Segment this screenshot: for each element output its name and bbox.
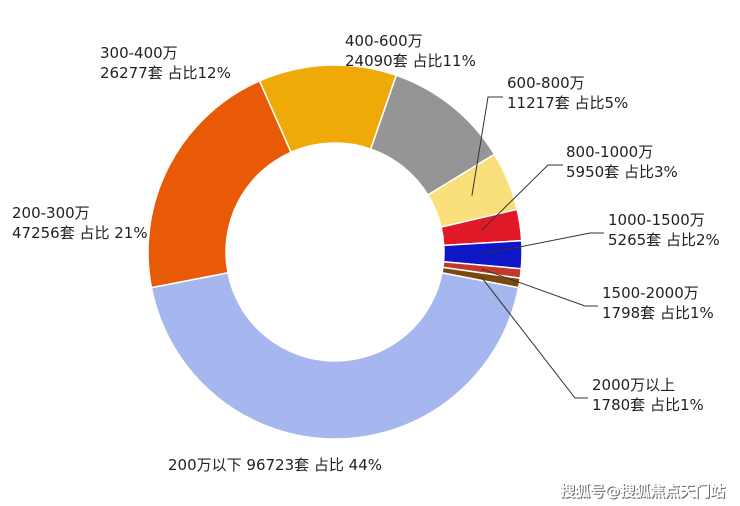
chart-labels: 200万以下 96723套 占比 44% 200-300万 47256套 占比 21… xyxy=(12,32,720,474)
slice-label-2-line1: 200-300万 xyxy=(12,204,90,222)
slice-label-4-line1: 400-600万 xyxy=(345,32,423,50)
slice-2 xyxy=(147,79,293,289)
slice-label-5-line1: 600-800万 xyxy=(507,74,585,92)
slice-label-6-line1: 800-1000万 xyxy=(566,143,653,161)
slice-label-4-line2: 24090套 占比11% xyxy=(345,52,476,70)
slice-1 xyxy=(150,271,520,440)
slice-label-1-line1: 200万以下 96723套 占比 44% xyxy=(168,456,382,474)
slice-9 xyxy=(441,266,521,289)
leader-lines xyxy=(471,96,604,399)
slice-label-9-line1: 2000万以上 xyxy=(592,376,675,394)
slice-label-6-line2: 5950套 占比3% xyxy=(566,163,678,181)
slice-label-7-line1: 1000-1500万 xyxy=(608,211,705,229)
slice-label-8-line2: 1798套 占比1% xyxy=(602,304,714,322)
slice-label-7-line2: 5265套 占比2% xyxy=(608,231,720,249)
slice-label-5-line2: 11217套 占比5% xyxy=(507,94,628,112)
slice-label-8-line1: 1500-2000万 xyxy=(602,284,699,302)
leader-line-7 xyxy=(482,232,604,255)
leader-line-5 xyxy=(471,96,503,196)
slice-label-3-line2: 26277套 占比12% xyxy=(100,64,231,82)
slice-label-9-line2: 1780套 占比1% xyxy=(592,396,704,414)
watermark: 搜狐号@搜狐焦点天门站 xyxy=(560,482,725,500)
leader-line-8 xyxy=(481,268,598,307)
watermark-shadow: 搜狐号@搜狐焦点天门站 xyxy=(561,483,726,501)
slice-label-2-line2: 47256套 占比 21% xyxy=(12,224,148,242)
leader-line-6 xyxy=(481,164,563,231)
slice-label-3-line1: 300-400万 xyxy=(100,44,178,62)
leader-line-9 xyxy=(480,276,588,399)
chart-slices xyxy=(147,64,523,440)
